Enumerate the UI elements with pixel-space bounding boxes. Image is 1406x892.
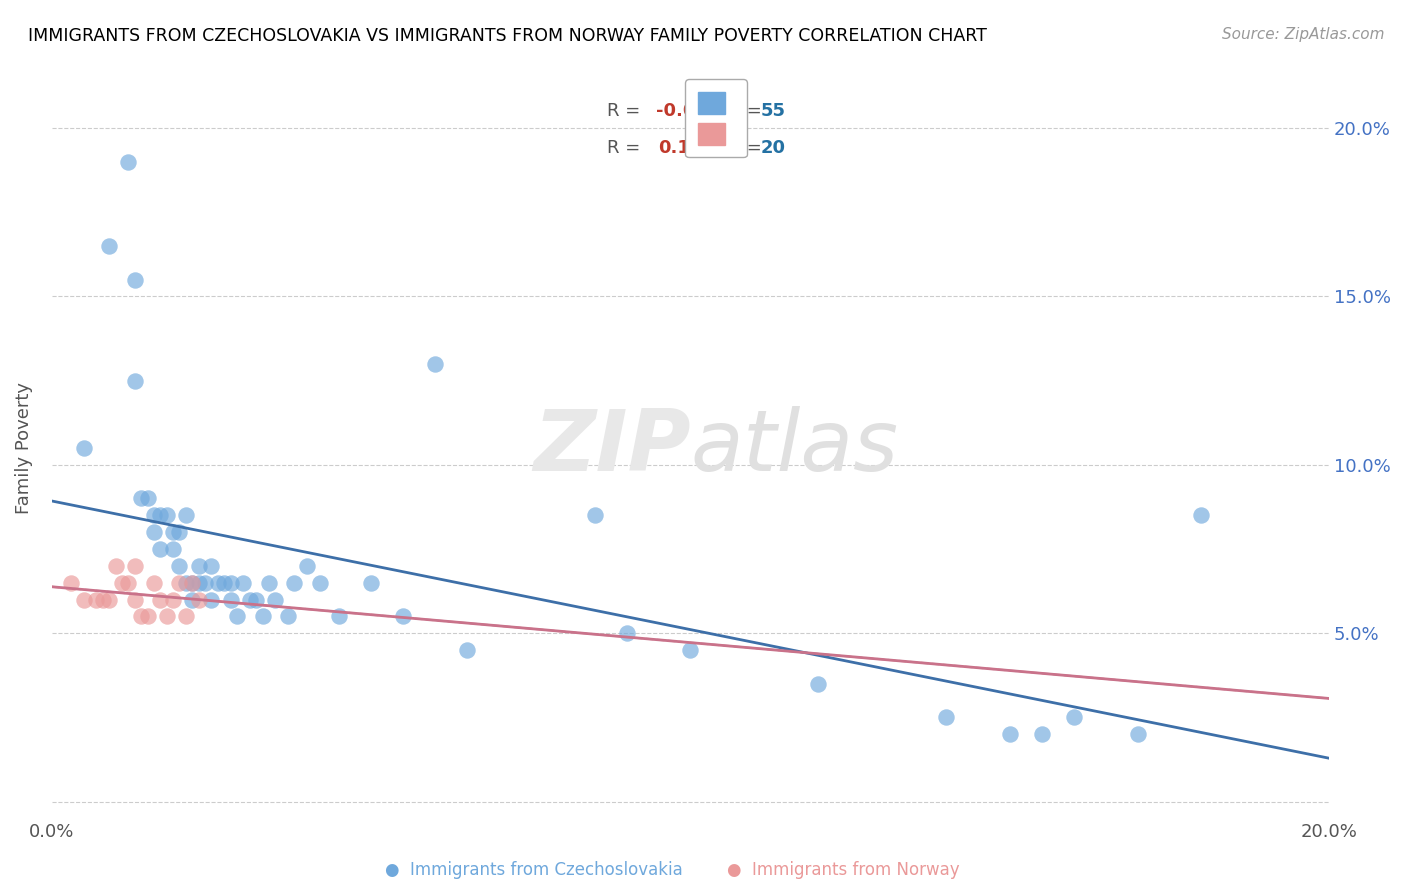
Point xyxy=(156,508,179,523)
Point xyxy=(1189,508,1212,523)
Point xyxy=(297,558,319,573)
Text: N =: N = xyxy=(716,102,768,120)
Text: 0.129: 0.129 xyxy=(658,139,716,157)
Point xyxy=(679,643,702,657)
Point xyxy=(98,592,121,607)
Point xyxy=(245,592,267,607)
Point xyxy=(226,609,249,624)
Text: ●  Immigrants from Norway: ● Immigrants from Norway xyxy=(727,861,960,879)
Point xyxy=(91,592,114,607)
Point xyxy=(149,541,172,556)
Point xyxy=(252,609,274,624)
Point xyxy=(169,575,191,590)
Point xyxy=(181,575,204,590)
Point xyxy=(257,575,280,590)
Point xyxy=(187,575,209,590)
Point xyxy=(59,575,82,590)
Point xyxy=(142,575,165,590)
Point xyxy=(264,592,287,607)
Text: 55: 55 xyxy=(761,102,786,120)
Text: ●  Immigrants from Czechoslovakia: ● Immigrants from Czechoslovakia xyxy=(385,861,683,879)
Point xyxy=(169,525,191,540)
Point xyxy=(124,272,146,286)
Legend: , : , xyxy=(685,79,747,157)
Point xyxy=(162,525,184,540)
Point xyxy=(219,592,242,607)
Point xyxy=(583,508,606,523)
Point xyxy=(129,491,152,506)
Point xyxy=(194,575,217,590)
Point xyxy=(142,525,165,540)
Point xyxy=(104,558,127,573)
Point xyxy=(935,710,957,724)
Point xyxy=(142,508,165,523)
Point xyxy=(73,441,96,455)
Point xyxy=(169,558,191,573)
Text: 20: 20 xyxy=(761,139,786,157)
Text: ZIP: ZIP xyxy=(533,407,690,490)
Text: -0.012: -0.012 xyxy=(657,102,720,120)
Point xyxy=(156,609,179,624)
Point xyxy=(181,592,204,607)
Point xyxy=(174,609,197,624)
Point xyxy=(124,558,146,573)
Text: R =: R = xyxy=(607,139,652,157)
Point xyxy=(212,575,235,590)
Point xyxy=(174,508,197,523)
Y-axis label: Family Poverty: Family Poverty xyxy=(15,382,32,514)
Point xyxy=(1031,727,1053,741)
Point xyxy=(73,592,96,607)
Point xyxy=(162,541,184,556)
Point xyxy=(232,575,254,590)
Point xyxy=(149,508,172,523)
Text: N =: N = xyxy=(716,139,768,157)
Point xyxy=(392,609,415,624)
Point xyxy=(616,626,638,640)
Point xyxy=(136,491,159,506)
Point xyxy=(124,592,146,607)
Point xyxy=(174,575,197,590)
Point xyxy=(277,609,299,624)
Point xyxy=(200,558,222,573)
Point xyxy=(187,558,209,573)
Text: IMMIGRANTS FROM CZECHOSLOVAKIA VS IMMIGRANTS FROM NORWAY FAMILY POVERTY CORRELAT: IMMIGRANTS FROM CZECHOSLOVAKIA VS IMMIGR… xyxy=(28,27,987,45)
Point xyxy=(283,575,305,590)
Point xyxy=(149,592,172,607)
Point xyxy=(239,592,262,607)
Point xyxy=(111,575,134,590)
Point xyxy=(328,609,350,624)
Point xyxy=(162,592,184,607)
Point xyxy=(423,357,446,371)
Point xyxy=(309,575,332,590)
Point xyxy=(117,154,139,169)
Point xyxy=(136,609,159,624)
Point xyxy=(200,592,222,607)
Point xyxy=(86,592,108,607)
Point xyxy=(129,609,152,624)
Text: atlas: atlas xyxy=(690,407,898,490)
Point xyxy=(124,374,146,388)
Point xyxy=(1126,727,1149,741)
Point xyxy=(181,575,204,590)
Point xyxy=(219,575,242,590)
Point xyxy=(207,575,229,590)
Point xyxy=(456,643,478,657)
Point xyxy=(187,592,209,607)
Text: R =: R = xyxy=(607,102,647,120)
Point xyxy=(117,575,139,590)
Point xyxy=(1063,710,1085,724)
Point xyxy=(360,575,382,590)
Point xyxy=(98,239,121,253)
Point xyxy=(807,677,830,691)
Text: Source: ZipAtlas.com: Source: ZipAtlas.com xyxy=(1222,27,1385,42)
Point xyxy=(998,727,1021,741)
